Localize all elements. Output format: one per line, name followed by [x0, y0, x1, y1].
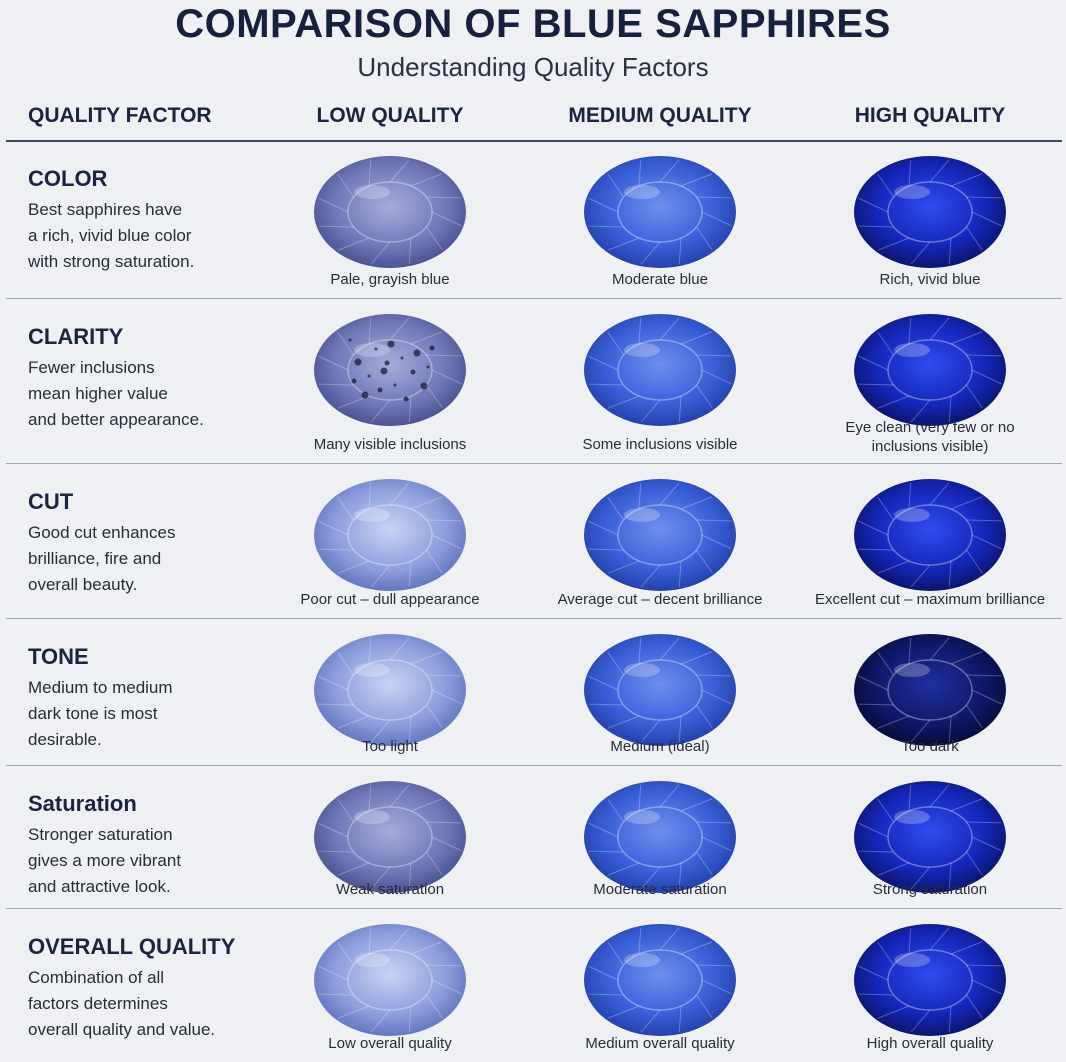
factor-name: OVERALL QUALITY: [28, 934, 236, 959]
row-divider: [6, 765, 1062, 766]
row-divider: [6, 908, 1062, 909]
sapphire-image: [314, 781, 466, 893]
subtitle: Understanding Quality Factors: [357, 52, 709, 82]
sapphire-caption: Moderate blue: [612, 271, 708, 288]
factor-description: and better appearance.: [28, 410, 204, 429]
factor-name: COLOR: [28, 166, 108, 191]
factor-description: Best sapphires have: [28, 200, 183, 219]
factor-description: with strong saturation.: [28, 252, 195, 271]
sapphire-image: [314, 634, 466, 746]
sapphire-image: [854, 156, 1006, 268]
sapphire-caption: High overall quality: [866, 1035, 994, 1052]
sapphire-caption: Too dark: [901, 738, 959, 755]
sapphire-image: [314, 479, 466, 591]
sapphire-image: [584, 781, 736, 893]
sapphire-caption: Poor cut – dull appearance: [300, 591, 480, 608]
factor-description: overall beauty.: [28, 575, 138, 594]
sapphire-image: [584, 924, 736, 1036]
sapphire-image: [314, 156, 466, 268]
title: COMPARISON OF BLUE SAPPHIRES: [175, 2, 891, 46]
factor-description: Medium to medium: [28, 678, 173, 697]
sapphire-image: [584, 314, 736, 426]
sapphire-caption: Too light: [362, 738, 418, 755]
sapphire-caption: Medium overall quality: [585, 1035, 735, 1052]
row-divider: [6, 298, 1062, 299]
row-divider: [6, 618, 1062, 619]
column-header: HIGH QUALITY: [854, 104, 1006, 127]
sapphire-caption: Low overall quality: [328, 1035, 452, 1052]
sapphire-image: [584, 479, 736, 591]
sapphire-image: [314, 314, 466, 426]
sapphire-caption: Rich, vivid blue: [879, 271, 981, 288]
factor-description: Good cut enhances: [28, 523, 176, 542]
sapphire-image: [854, 924, 1006, 1036]
sapphire-caption: Medium (ideal): [610, 738, 710, 755]
sapphire-image: [584, 634, 736, 746]
sapphire-caption: Excellent cut – maximum brilliance: [814, 591, 1046, 608]
sapphire-image: [584, 156, 736, 268]
factor-description: gives a more vibrant: [28, 851, 182, 870]
factor-description: overall quality and value.: [28, 1020, 216, 1039]
factor-description: Combination of all: [28, 968, 165, 987]
row-divider: [6, 463, 1062, 464]
sapphire-caption: Eye clean (very few or no inclusions vis…: [845, 419, 1015, 455]
factor-description: factors determines: [28, 994, 168, 1013]
sapphire-image: [314, 924, 466, 1036]
sapphire-image: [854, 479, 1006, 591]
factor-description: brilliance, fire and: [28, 549, 162, 568]
sapphire-caption: Strong saturation: [872, 881, 988, 898]
header-rule: [6, 140, 1062, 142]
sapphire-caption: Some inclusions visible: [582, 436, 738, 453]
column-header: MEDIUM QUALITY: [568, 104, 752, 127]
sapphire-image: [854, 314, 1006, 426]
factor-description: Stronger saturation: [28, 825, 173, 844]
factor-description: a rich, vivid blue color: [28, 226, 192, 245]
factor-name: TONE: [28, 644, 89, 669]
column-header: LOW QUALITY: [316, 104, 464, 127]
sapphire-caption: Average cut – decent brilliance: [557, 591, 763, 608]
factor-description: and attractive look.: [28, 877, 171, 896]
sapphire-caption: Pale, grayish blue: [330, 271, 450, 288]
factor-description: dark tone is most: [28, 704, 158, 723]
sapphire-caption: Many visible inclusions: [313, 436, 467, 453]
factor-description: Fewer inclusions: [28, 358, 155, 377]
factor-name: CLARITY: [28, 324, 124, 349]
sapphire-caption: Moderate saturation: [593, 881, 727, 898]
factor-name: Saturation: [28, 791, 137, 816]
factor-name: CUT: [28, 489, 74, 514]
sapphire-caption: Weak saturation: [335, 881, 445, 898]
sapphire-image: [854, 634, 1006, 746]
sapphire-image: [854, 781, 1006, 893]
factor-description: desirable.: [28, 730, 102, 749]
column-header: QUALITY FACTOR: [28, 104, 212, 127]
factor-description: mean higher value: [28, 384, 168, 403]
